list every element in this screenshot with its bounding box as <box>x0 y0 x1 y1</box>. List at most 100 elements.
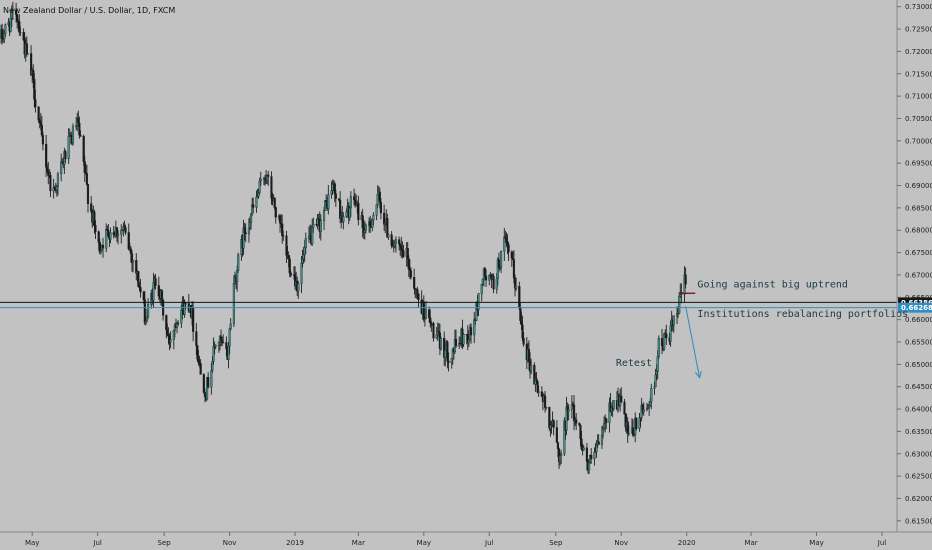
candle-body <box>41 134 44 145</box>
x-tick-label: May <box>417 539 431 547</box>
candle-body <box>650 388 653 403</box>
candle-body <box>627 432 630 435</box>
y-tick-label: 0.61500 <box>905 517 932 525</box>
candle-body <box>545 406 548 409</box>
candle-body <box>177 322 180 325</box>
candle-body <box>552 420 555 428</box>
y-tick-label: 0.63000 <box>905 450 932 458</box>
y-tick-label: 0.70500 <box>905 115 932 123</box>
candle-body <box>79 134 82 137</box>
y-tick-label: 0.66000 <box>905 316 932 324</box>
candle-body <box>210 370 213 388</box>
candle-body <box>342 216 345 222</box>
candle-body <box>4 24 7 34</box>
candle-body <box>64 151 67 160</box>
candle-body <box>575 419 578 424</box>
candle-body <box>109 232 112 240</box>
price-label-text: 0.66268 <box>901 304 932 312</box>
y-tick-label: 0.64500 <box>905 383 932 391</box>
candle-body <box>543 395 547 408</box>
candle-body <box>349 196 352 209</box>
candle-body <box>304 238 307 248</box>
candle-body <box>199 363 202 375</box>
candle-body <box>229 323 232 330</box>
y-tick-label: 0.65000 <box>905 361 932 369</box>
candle-body <box>322 210 326 221</box>
y-tick-label: 0.69500 <box>905 160 932 168</box>
candle-body <box>116 233 120 236</box>
y-tick-label: 0.67000 <box>905 271 932 279</box>
candle-body <box>492 276 495 290</box>
candle-body <box>195 331 198 346</box>
price-label-box <box>898 302 932 313</box>
y-tick-label: 0.71500 <box>905 70 932 78</box>
candle-body <box>11 10 14 12</box>
candle-body <box>273 198 276 208</box>
candle-body <box>424 309 428 319</box>
candle-body <box>590 455 593 460</box>
candle-body <box>642 409 645 412</box>
candle-body <box>372 215 375 221</box>
candle-body <box>447 360 450 364</box>
candle-body <box>432 323 435 339</box>
annotations-layer: Going against big uptrend Institutions re… <box>616 279 908 379</box>
y-tick-label: 0.67500 <box>905 249 932 257</box>
time-axis[interactable]: May Jul Sep Nov 2019 Mar May Jul Sep Nov 2020 Mar Ma… <box>25 532 886 547</box>
candle-body <box>259 178 262 182</box>
candle-body <box>244 232 247 235</box>
candle-body <box>71 126 75 144</box>
x-tick-label: Nov <box>223 539 237 547</box>
candle-body <box>605 418 608 423</box>
candle-body <box>124 227 127 233</box>
candle-body <box>146 304 150 318</box>
candle-body <box>560 453 563 456</box>
candle-body <box>623 401 626 415</box>
candle-body <box>530 364 533 372</box>
candle-body <box>582 447 585 451</box>
y-tick-label: 0.63500 <box>905 428 932 436</box>
candle-body <box>60 161 63 175</box>
candle-body <box>327 194 330 210</box>
y-tick-label: 0.72500 <box>905 26 932 34</box>
candle-body <box>255 196 258 208</box>
candle-body <box>477 293 480 311</box>
y-tick-label: 0.64000 <box>905 406 932 414</box>
candle-body <box>413 277 416 289</box>
price-axis[interactable]: 0.73000 0.72500 0.72000 0.71500 0.71000 0.705… <box>897 3 932 525</box>
candle-body <box>25 43 28 54</box>
candle-body <box>207 377 210 388</box>
x-tick-label: May <box>809 539 823 547</box>
candle-body <box>297 283 300 292</box>
y-tick-label: 0.65500 <box>905 339 932 347</box>
candle-body <box>620 395 623 403</box>
x-tick-label: Sep <box>549 539 563 547</box>
candle-body <box>567 409 570 412</box>
plot-background <box>0 0 897 532</box>
candle-body <box>364 225 367 231</box>
candle-body <box>454 338 458 347</box>
candle-body <box>192 308 195 332</box>
y-tick-label: 0.62000 <box>905 495 932 503</box>
candle-body <box>19 31 22 34</box>
y-tick-label: 0.71000 <box>905 93 932 101</box>
x-tick-label: Jul <box>877 539 887 547</box>
candle-body <box>439 337 443 349</box>
candle-body <box>252 204 255 208</box>
candle-body <box>555 427 558 443</box>
candle-body <box>184 303 187 305</box>
candle-body <box>319 220 322 232</box>
candle-body <box>169 339 172 343</box>
candle-body <box>289 272 292 276</box>
candle-body <box>672 315 675 326</box>
candle-body <box>282 235 285 237</box>
candle-body <box>26 53 29 55</box>
candle-body <box>507 244 510 253</box>
chart-title: New Zealand Dollar / U.S. Dollar, 1D, FX… <box>3 6 175 15</box>
candle-body <box>665 333 668 339</box>
candle-body <box>597 441 600 445</box>
arrow-shaft <box>685 306 701 378</box>
candle-body <box>409 270 413 278</box>
candle-body <box>635 417 638 429</box>
candle-body <box>228 328 231 347</box>
